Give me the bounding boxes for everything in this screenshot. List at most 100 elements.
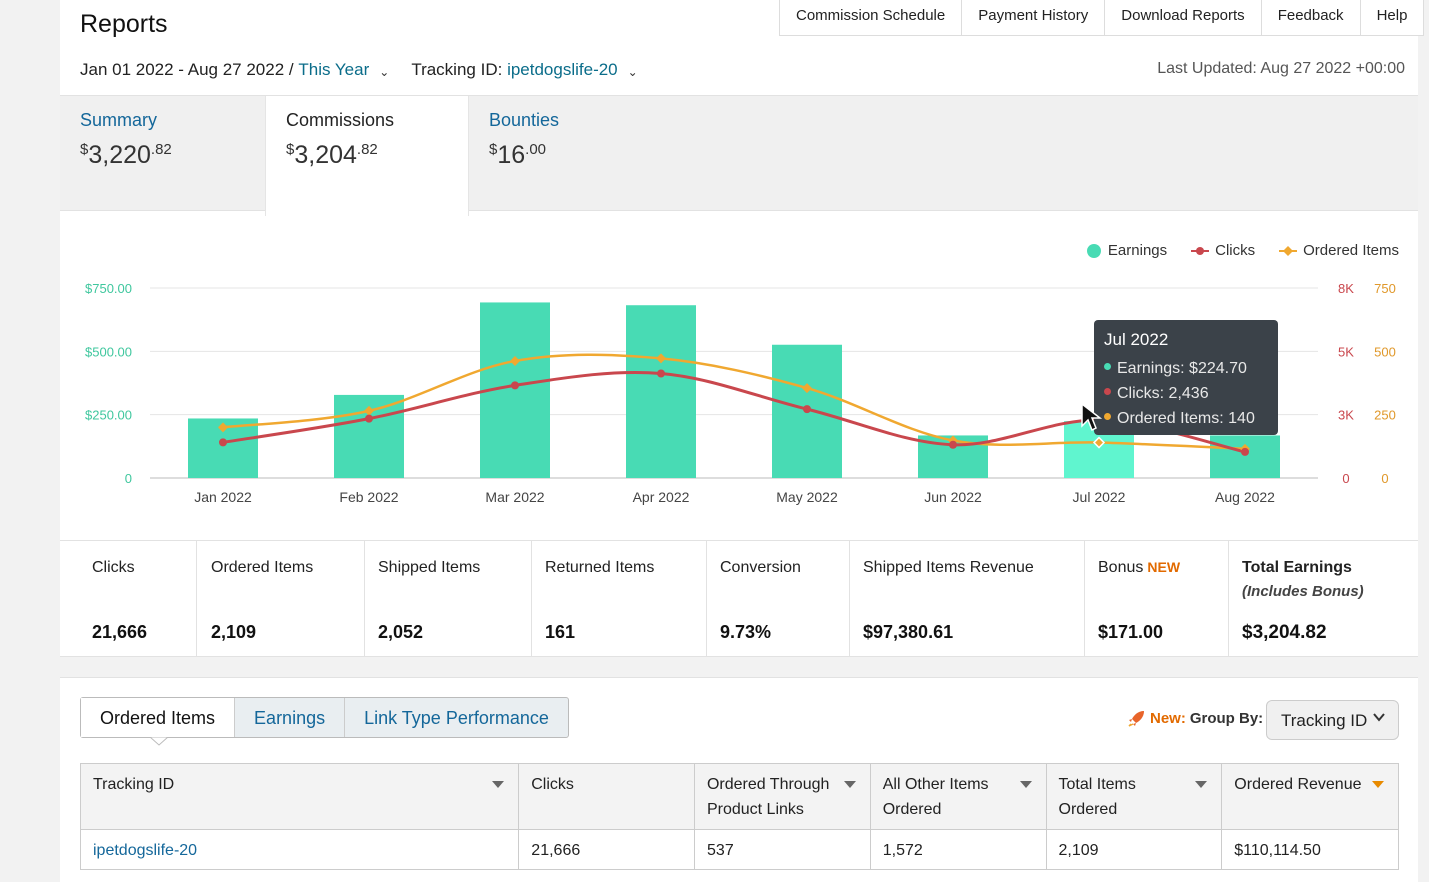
right-axis-ordered-tick: 0 bbox=[1381, 471, 1388, 486]
date-range: Jan 01 2022 - Aug 27 2022 / bbox=[80, 60, 294, 79]
right-axis-clicks-tick: 8K bbox=[1338, 281, 1354, 296]
chevron-down-icon[interactable]: ⌄ bbox=[379, 64, 390, 79]
report-table: Tracking ID Clicks Ordered Through Produ… bbox=[80, 763, 1399, 870]
sort-icon[interactable] bbox=[843, 781, 856, 788]
table-row: ipetdogslife-20 21,666 537 1,572 2,109 $… bbox=[81, 830, 1398, 869]
col-tracking-id[interactable]: Tracking ID bbox=[81, 764, 520, 829]
sort-icon[interactable] bbox=[492, 781, 505, 788]
cell-ordered-through-links: 537 bbox=[695, 830, 871, 869]
tab-earnings[interactable]: Earnings bbox=[235, 698, 346, 737]
legend-clicks[interactable]: Clicks bbox=[1191, 242, 1255, 259]
x-axis-tick: Jan 2022 bbox=[194, 489, 252, 505]
last-updated: Last Updated: Aug 27 2022 +00:00 bbox=[1157, 60, 1405, 77]
tab-commissions[interactable]: Commissions $3,204.82 bbox=[265, 96, 469, 216]
new-badge: NEW bbox=[1147, 559, 1181, 575]
point-ordered-items bbox=[510, 355, 520, 366]
point-ordered-items bbox=[364, 405, 374, 416]
group-by-label: New: Group By: bbox=[1128, 709, 1263, 727]
chart-legend: Earnings Clicks Ordered Items bbox=[1086, 242, 1399, 259]
tab-bounties[interactable]: Bounties $16.00 bbox=[469, 96, 673, 212]
tab-commissions-amount: $3,204.82 bbox=[286, 141, 378, 169]
nav-commission-schedule[interactable]: Commission Schedule bbox=[780, 0, 963, 35]
summary-tabs: Summary $3,220.82 Commissions $3,204.82 … bbox=[60, 95, 1418, 216]
x-axis-tick: Feb 2022 bbox=[339, 489, 398, 505]
point-clicks bbox=[949, 440, 957, 449]
metric-shipped-revenue: Shipped Items Revenue $97,380.61 bbox=[850, 541, 1085, 656]
nav-download-reports[interactable]: Download Reports bbox=[1105, 0, 1262, 35]
tab-ordered-items[interactable]: Ordered Items bbox=[81, 698, 236, 737]
right-axis-ordered-tick: 750 bbox=[1374, 281, 1396, 296]
tooltip-earnings: Earnings: $224.70 bbox=[1104, 356, 1268, 381]
cell-clicks: 21,666 bbox=[519, 830, 696, 869]
tab-bounties-label: Bounties bbox=[489, 110, 560, 130]
tooltip-clicks: Clicks: 2,436 bbox=[1104, 381, 1268, 406]
chart-tooltip: Jul 2022 Earnings: $224.70 Clicks: 2,436… bbox=[1094, 320, 1278, 435]
col-ordered-through-links[interactable]: Ordered Through Product Links bbox=[695, 764, 871, 829]
nav-feedback[interactable]: Feedback bbox=[1262, 0, 1361, 35]
line-dot-icon bbox=[1191, 246, 1210, 255]
tracking-id-dropdown[interactable]: ipetdogslife-20 bbox=[507, 60, 618, 79]
col-total-items[interactable]: Total Items Ordered bbox=[1047, 764, 1223, 829]
sort-icon[interactable] bbox=[1019, 781, 1032, 788]
metric-total-earnings: Total Earnings (Includes Bonus) $3,204.8… bbox=[1242, 559, 1364, 643]
right-axis-clicks-tick: 5K bbox=[1338, 344, 1354, 359]
point-clicks bbox=[1241, 447, 1249, 456]
nav-help[interactable]: Help bbox=[1361, 0, 1425, 35]
legend-ordered-items[interactable]: Ordered Items bbox=[1279, 242, 1399, 259]
point-ordered-items bbox=[656, 353, 666, 364]
active-tab-caret-icon bbox=[150, 737, 168, 746]
page-title: Reports bbox=[80, 10, 168, 38]
filter-row: Jan 01 2022 - Aug 27 2022 / This Year ⌄ … bbox=[80, 60, 660, 80]
metric-clicks: Clicks 21,666 bbox=[60, 541, 197, 656]
line-diamond-icon bbox=[1279, 245, 1298, 256]
tooltip-ordered: Ordered Items: 140 bbox=[1104, 406, 1268, 431]
bar-earnings bbox=[1210, 435, 1280, 478]
right-axis-ordered-tick: 500 bbox=[1374, 344, 1396, 359]
nav-payment-history[interactable]: Payment History bbox=[962, 0, 1106, 35]
tab-summary-label: Summary bbox=[80, 110, 158, 130]
cell-total-items: 2,109 bbox=[1047, 830, 1223, 869]
right-axis-clicks-tick: 3K bbox=[1338, 408, 1354, 423]
metrics-row: Clicks 21,666 Ordered Items 2,109 Shipped … bbox=[60, 540, 1418, 657]
metric-returned-items: Returned Items 161 bbox=[532, 541, 707, 656]
point-clicks bbox=[365, 414, 373, 423]
group-by-select[interactable]: Tracking ID bbox=[1266, 700, 1399, 740]
table-header: Tracking ID Clicks Ordered Through Produ… bbox=[81, 764, 1398, 830]
point-clicks bbox=[803, 405, 811, 414]
left-axis-tick: 0 bbox=[125, 471, 132, 486]
x-axis-tick: Jul 2022 bbox=[1073, 489, 1126, 505]
left-axis-tick: $250.00 bbox=[85, 408, 132, 423]
x-axis-tick: May 2022 bbox=[776, 489, 838, 505]
left-axis-tick: $500.00 bbox=[85, 344, 132, 359]
sort-icon[interactable] bbox=[1195, 781, 1208, 788]
col-all-other-items[interactable]: All Other Items Ordered bbox=[871, 764, 1047, 829]
cell-tracking-id[interactable]: ipetdogslife-20 bbox=[81, 830, 520, 869]
point-clicks bbox=[657, 369, 665, 378]
line-ordered-items bbox=[222, 353, 1246, 451]
right-axis-clicks-tick: 0 bbox=[1342, 471, 1349, 486]
tracking-label: Tracking ID: bbox=[411, 60, 503, 79]
circle-icon bbox=[1086, 243, 1101, 258]
report-tabs: Ordered Items Earnings Link Type Perform… bbox=[80, 697, 569, 738]
point-clicks bbox=[511, 381, 519, 390]
right-axis-ordered-tick: 250 bbox=[1374, 408, 1396, 423]
legend-earnings[interactable]: Earnings bbox=[1086, 242, 1167, 259]
tab-link-type-performance[interactable]: Link Type Performance bbox=[364, 708, 549, 728]
col-clicks[interactable]: Clicks bbox=[519, 764, 695, 829]
col-ordered-revenue[interactable]: Ordered Revenue bbox=[1222, 764, 1398, 829]
metric-conversion: Conversion 9.73% bbox=[707, 541, 850, 656]
tab-commissions-label: Commissions bbox=[286, 110, 395, 130]
chevron-down-icon bbox=[1373, 713, 1385, 722]
tab-bounties-amount: $16.00 bbox=[489, 141, 547, 169]
date-preset-dropdown[interactable]: This Year bbox=[298, 60, 370, 79]
cell-ordered-revenue: $110,114.50 bbox=[1234, 842, 1321, 859]
point-ordered-items bbox=[218, 422, 228, 433]
tab-summary[interactable]: Summary $3,220.82 bbox=[60, 96, 264, 212]
rocket-icon bbox=[1128, 711, 1144, 727]
bar-earnings bbox=[626, 305, 696, 478]
x-axis-tick: Aug 2022 bbox=[1215, 489, 1275, 505]
point-ordered-items bbox=[1092, 436, 1106, 449]
x-axis-tick: Jun 2022 bbox=[924, 489, 982, 505]
chevron-down-icon[interactable]: ⌄ bbox=[627, 64, 638, 79]
sort-icon[interactable] bbox=[1372, 781, 1385, 788]
